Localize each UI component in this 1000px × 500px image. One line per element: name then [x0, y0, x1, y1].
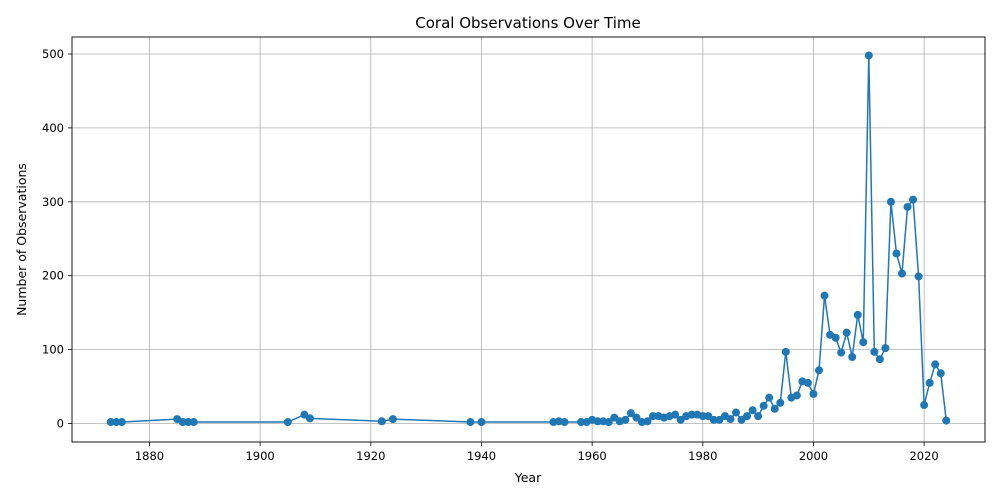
- data-point: [184, 418, 193, 427]
- data-point: [305, 414, 314, 423]
- data-point: [687, 410, 696, 419]
- y-tick-label: 200: [42, 269, 64, 283]
- data-point: [178, 418, 187, 427]
- data-point: [732, 408, 740, 417]
- data-point: [726, 415, 735, 424]
- x-tick-label: 1900: [245, 449, 274, 463]
- data-point: [466, 418, 475, 427]
- data-point: [920, 401, 929, 410]
- data-point: [870, 347, 879, 356]
- data-point: [842, 328, 851, 337]
- data-point: [754, 412, 763, 421]
- data-point: [781, 347, 790, 356]
- data-point: [776, 398, 785, 407]
- data-point: [626, 409, 635, 418]
- x-tick-label: 2000: [799, 449, 828, 463]
- y-tick-label: 500: [42, 47, 64, 61]
- data-point: [377, 417, 386, 426]
- y-tick-label: 100: [42, 343, 64, 357]
- data-point: [875, 355, 884, 364]
- data-point: [903, 202, 912, 211]
- y-axis-label: Number of Observations: [14, 163, 29, 316]
- data-point: [477, 418, 486, 427]
- plot-area: [72, 37, 985, 442]
- data-point: [765, 393, 774, 402]
- x-tick-label: 1880: [135, 449, 164, 463]
- data-point: [643, 417, 652, 426]
- data-point: [604, 418, 613, 427]
- data-point: [709, 415, 718, 424]
- data-point: [881, 344, 890, 353]
- x-tick-label: 1940: [467, 449, 496, 463]
- series: [106, 51, 951, 427]
- x-tick-label: 1980: [688, 449, 717, 463]
- x-tick-label: 1920: [356, 449, 385, 463]
- data-point: [853, 310, 862, 319]
- data-point: [671, 410, 680, 419]
- data-point: [759, 401, 768, 410]
- data-point: [831, 333, 840, 342]
- data-point: [621, 415, 630, 424]
- data-point: [898, 269, 906, 278]
- data-point: [815, 366, 823, 375]
- y-tick-label: 300: [42, 195, 64, 209]
- data-point: [189, 418, 198, 427]
- y-tick-label: 0: [57, 417, 64, 431]
- data-point: [283, 418, 292, 427]
- data-point: [864, 51, 873, 60]
- data-point: [936, 369, 945, 378]
- data-point: [859, 338, 868, 347]
- data-point: [698, 412, 707, 421]
- data-point: [942, 416, 951, 425]
- data-point: [748, 406, 757, 415]
- data-point: [743, 412, 752, 421]
- data-point: [632, 413, 641, 422]
- data-point: [931, 360, 940, 369]
- data-point: [649, 412, 657, 421]
- data-point: [106, 418, 115, 427]
- data-point: [593, 417, 602, 426]
- x-tick-label: 1960: [577, 449, 606, 463]
- data-point: [848, 353, 857, 362]
- grid: [72, 37, 985, 442]
- data-point: [820, 291, 829, 300]
- plot-frame: [71, 36, 986, 443]
- x-tick-label: 2020: [909, 449, 938, 463]
- data-point: [909, 195, 918, 204]
- chart-title: Coral Observations Over Time: [415, 14, 640, 32]
- data-point: [560, 418, 569, 427]
- data-point: [112, 418, 121, 427]
- data-point: [892, 249, 901, 258]
- data-point: [914, 272, 923, 281]
- x-axis-label: Year: [514, 470, 542, 485]
- data-point: [792, 391, 801, 400]
- data-point: [837, 348, 846, 357]
- data-point: [925, 378, 934, 387]
- data-point: [886, 197, 895, 206]
- data-point: [117, 418, 126, 427]
- data-point: [770, 404, 779, 413]
- data-point: [577, 418, 586, 427]
- data-point: [803, 378, 812, 387]
- data-point: [809, 389, 818, 398]
- ticks: 1880 1900 1920 1940 1960 1980 2000 2020 0 100 200 3…: [42, 47, 939, 463]
- y-tick-label: 400: [42, 121, 64, 135]
- data-point: [388, 415, 397, 424]
